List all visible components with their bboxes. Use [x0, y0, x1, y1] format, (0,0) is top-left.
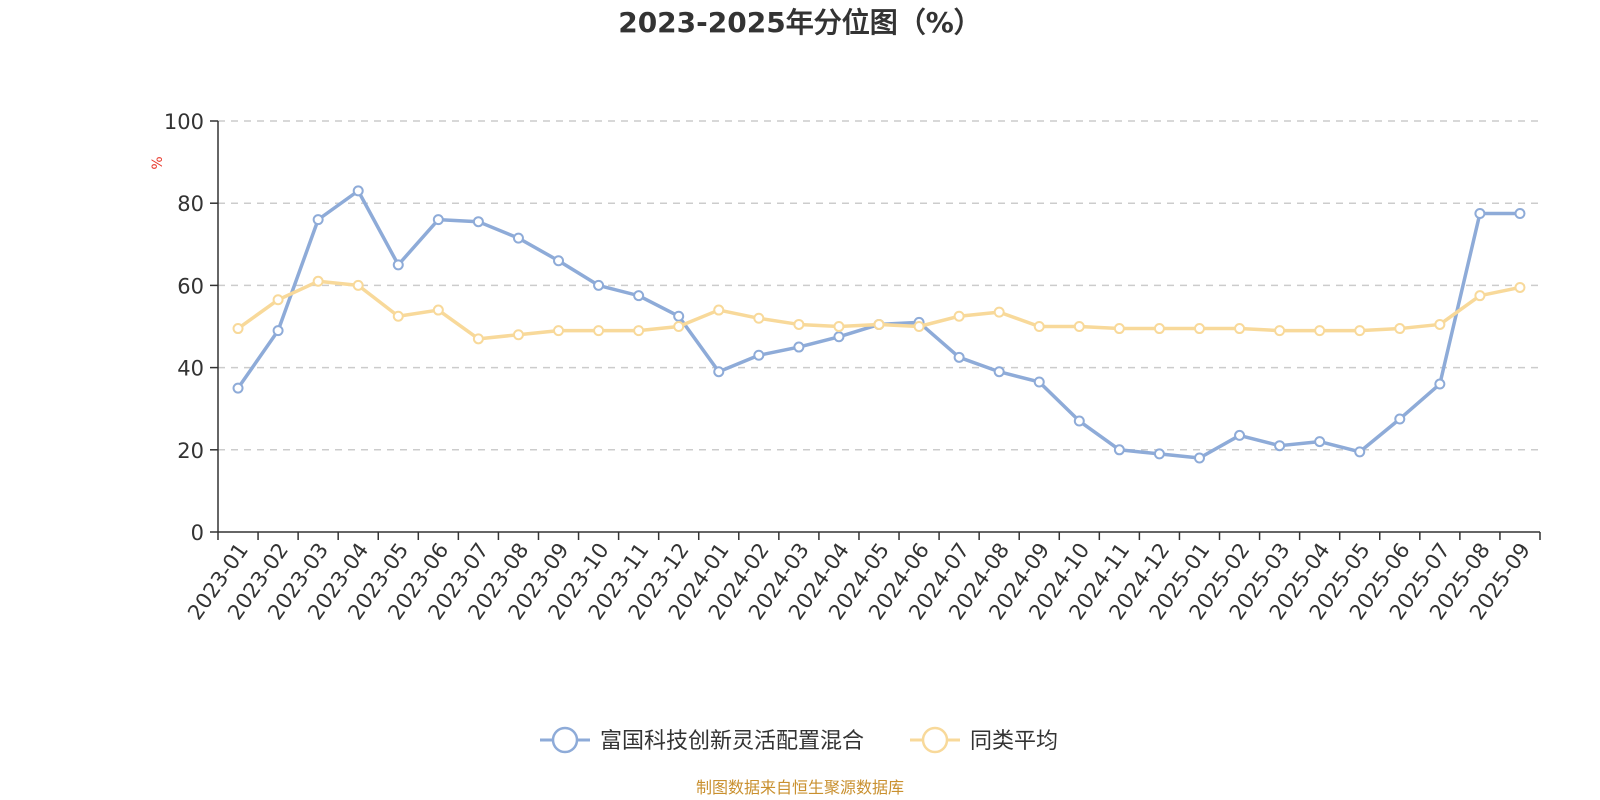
- y-tick-label: 60: [177, 274, 204, 298]
- y-tick-label: 40: [177, 357, 204, 381]
- data-point[interactable]: [593, 279, 605, 291]
- data-point[interactable]: [1314, 325, 1326, 337]
- data-point[interactable]: [993, 366, 1005, 378]
- legend[interactable]: 富国科技创新灵活配置混合 同类平均: [540, 726, 1058, 754]
- legend-item-0[interactable]: 富国科技创新灵活配置混合: [540, 726, 864, 754]
- data-point[interactable]: [1113, 444, 1125, 456]
- data-point[interactable]: [1394, 413, 1406, 425]
- data-point[interactable]: [472, 216, 484, 228]
- y-tick-label: 80: [177, 192, 204, 216]
- data-point[interactable]: [472, 333, 484, 345]
- data-point[interactable]: [1073, 321, 1085, 332]
- data-point[interactable]: [1234, 323, 1246, 335]
- data-point[interactable]: [1514, 281, 1526, 293]
- data-point[interactable]: [512, 232, 524, 244]
- data-point[interactable]: [713, 304, 725, 316]
- data-point[interactable]: [833, 331, 845, 343]
- data-point[interactable]: [1354, 325, 1366, 337]
- series-0: [232, 185, 1526, 464]
- series-lines: [232, 185, 1526, 464]
- data-point[interactable]: [432, 304, 444, 316]
- data-point[interactable]: [1514, 207, 1526, 219]
- data-point[interactable]: [1434, 318, 1446, 330]
- legend-marker: [551, 726, 579, 754]
- data-point[interactable]: [232, 382, 244, 394]
- data-point[interactable]: [432, 214, 444, 226]
- data-point[interactable]: [1274, 325, 1286, 337]
- data-point[interactable]: [793, 341, 805, 353]
- data-point[interactable]: [1274, 440, 1286, 452]
- data-point[interactable]: [392, 310, 404, 322]
- data-point[interactable]: [272, 325, 284, 337]
- data-point[interactable]: [833, 321, 845, 332]
- data-point[interactable]: [993, 306, 1005, 318]
- y-tick-label: 20: [177, 439, 204, 463]
- data-point[interactable]: [352, 279, 364, 291]
- data-point[interactable]: [312, 275, 324, 287]
- data-point[interactable]: [1234, 429, 1246, 441]
- data-point[interactable]: [1193, 452, 1205, 464]
- data-point[interactable]: [753, 312, 765, 324]
- legend-marker: [921, 726, 949, 754]
- data-point[interactable]: [593, 325, 605, 337]
- data-point[interactable]: [1394, 323, 1406, 335]
- data-point[interactable]: [553, 325, 565, 337]
- axes: 0204060801002023-012023-022023-032023-04…: [164, 110, 1541, 624]
- series-1: [232, 275, 1526, 345]
- y-tick-label: 100: [164, 110, 204, 134]
- y-axis-label: %: [150, 156, 166, 169]
- data-point[interactable]: [633, 325, 645, 337]
- data-point[interactable]: [1073, 415, 1085, 427]
- data-point[interactable]: [913, 321, 925, 332]
- data-point[interactable]: [633, 290, 645, 302]
- data-point[interactable]: [312, 214, 324, 226]
- legend-item-1[interactable]: 同类平均: [910, 726, 1058, 754]
- data-point[interactable]: [873, 318, 885, 330]
- data-point[interactable]: [1153, 323, 1165, 335]
- data-point[interactable]: [352, 185, 364, 197]
- data-point[interactable]: [1033, 321, 1045, 332]
- data-point[interactable]: [953, 310, 965, 322]
- data-point[interactable]: [713, 366, 725, 378]
- data-point[interactable]: [1153, 448, 1165, 460]
- data-point[interactable]: [673, 321, 685, 332]
- legend-label: 同类平均: [970, 729, 1058, 754]
- data-point[interactable]: [673, 310, 685, 322]
- data-point[interactable]: [793, 318, 805, 330]
- data-point[interactable]: [272, 294, 284, 306]
- data-point[interactable]: [512, 329, 524, 341]
- data-point[interactable]: [232, 323, 244, 335]
- data-point[interactable]: [1113, 323, 1125, 335]
- data-point[interactable]: [1474, 290, 1486, 302]
- data-point[interactable]: [1033, 376, 1045, 388]
- source-note: 制图数据来自恒生聚源数据库: [696, 778, 904, 797]
- chart-title: 2023-2025年分位图（%）: [618, 6, 982, 39]
- data-point[interactable]: [953, 351, 965, 363]
- data-point[interactable]: [1354, 446, 1366, 458]
- data-point[interactable]: [1474, 207, 1486, 219]
- data-point[interactable]: [553, 255, 565, 267]
- data-point[interactable]: [1193, 323, 1205, 335]
- data-point[interactable]: [1314, 436, 1326, 448]
- data-point[interactable]: [392, 259, 404, 271]
- legend-label: 富国科技创新灵活配置混合: [600, 729, 864, 754]
- y-tick-label: 0: [191, 521, 204, 545]
- data-point[interactable]: [753, 349, 765, 361]
- grid-lines: [218, 120, 1540, 451]
- data-point[interactable]: [1434, 378, 1446, 390]
- series-line: [237, 279, 1521, 341]
